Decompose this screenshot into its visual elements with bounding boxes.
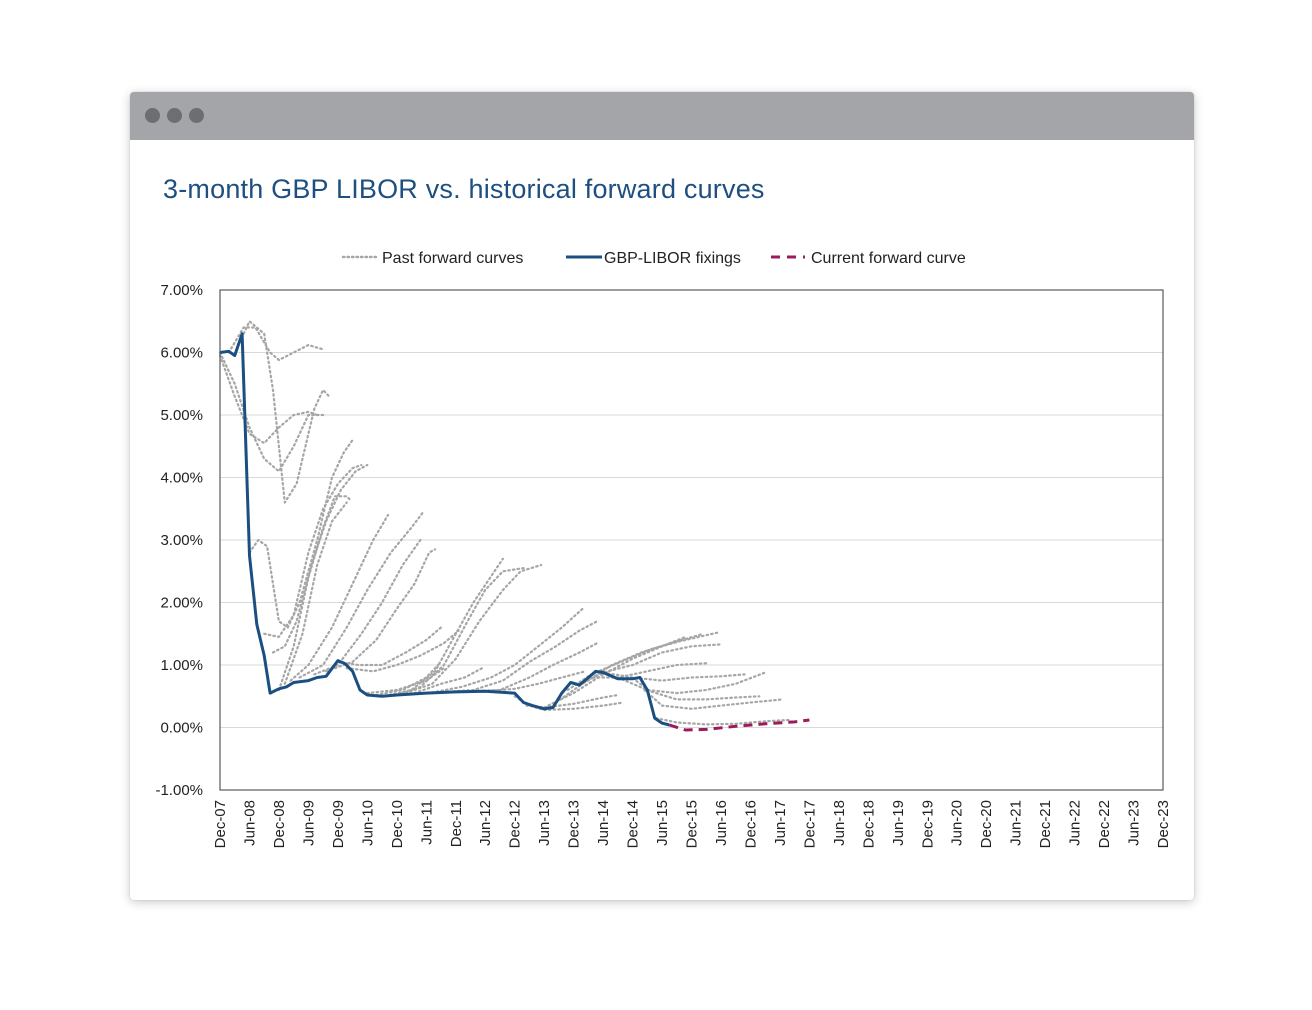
x-tick-label: Dec-15	[684, 800, 701, 848]
x-tick-label: Dec-20	[978, 800, 995, 848]
past-forward-curves	[218, 320, 790, 726]
x-tick-label: Jun-11	[418, 800, 435, 845]
y-tick-label: 0.00%	[160, 720, 203, 737]
past-forward-curve-line	[218, 351, 325, 473]
x-tick-label: Jun-23	[1126, 800, 1143, 846]
past-forward-curve-line	[298, 510, 425, 679]
chart-series	[219, 332, 810, 732]
past-forward-curve-line	[263, 463, 363, 639]
x-tick-label: Dec-08	[271, 800, 288, 848]
current-forward-curve-line	[668, 718, 810, 732]
x-tick-label: Dec-14	[625, 800, 642, 848]
x-tick-label: Jun-16	[713, 800, 730, 846]
legend-label-current-forward: Current forward curve	[811, 250, 966, 267]
past-forward-curve-line	[395, 566, 525, 697]
chart-legend: Past forward curves GBP-LIBOR fixings Curr…	[341, 250, 966, 267]
x-tick-label: Jun-13	[536, 800, 553, 846]
past-forward-curve-line	[431, 607, 584, 694]
x-tick-label: Jun-08	[242, 800, 259, 846]
x-tick-label: Jun-17	[772, 800, 789, 846]
past-forward-curve-line	[513, 695, 625, 712]
y-tick-label: 5.00%	[160, 407, 203, 424]
y-tick-label: 3.00%	[160, 532, 203, 549]
x-tick-label: Dec-23	[1155, 800, 1172, 848]
past-forward-curve-line	[383, 557, 504, 698]
x-tick-label: Dec-12	[507, 800, 524, 848]
y-tick-label: 4.00%	[160, 470, 203, 487]
past-forward-curve-line	[616, 671, 767, 695]
x-tick-label: Jun-21	[1008, 800, 1025, 846]
x-tick-label: Dec-07	[212, 800, 229, 848]
x-tick-label: Jun-22	[1067, 800, 1084, 846]
past-forward-curve-line	[336, 626, 443, 667]
past-forward-curve-line	[236, 320, 331, 504]
chart-title: 3-month GBP LIBOR vs. historical forward…	[163, 174, 765, 204]
past-forward-curve-line	[643, 688, 785, 710]
x-tick-label: Jun-14	[595, 800, 612, 846]
plot-area-border	[219, 289, 1164, 791]
past-forward-curve-line	[375, 660, 443, 697]
past-forward-curve-line	[227, 326, 325, 362]
x-tick-label: Dec-11	[448, 800, 465, 847]
y-tick-label: 2.00%	[160, 595, 203, 612]
x-tick-label: Dec-21	[1037, 800, 1054, 848]
x-tick-label: Jun-10	[359, 800, 376, 846]
chart-gridlines	[220, 352, 1163, 728]
past-forward-curve-line	[218, 354, 319, 445]
y-tick-label: 6.00%	[160, 345, 203, 362]
legend-label-past-forward: Past forward curves	[382, 250, 523, 267]
x-tick-label: Dec-22	[1096, 800, 1113, 848]
past-forward-curve-line	[654, 716, 790, 726]
x-tick-label: Dec-17	[801, 800, 818, 848]
x-tick-label: Jun-15	[654, 800, 671, 846]
y-axis-ticks: -1.00% 0.00% 1.00% 2.00% 3.00% 4.00% 5.00% 6.00…	[155, 282, 203, 799]
past-forward-curve-line	[325, 548, 437, 673]
window-close-dot[interactable]	[145, 108, 160, 123]
past-forward-curve-line	[413, 666, 484, 695]
legend-label-fixings: GBP-LIBOR fixings	[604, 250, 741, 267]
past-forward-curve-line	[289, 513, 390, 682]
past-forward-curve-line	[283, 501, 348, 685]
past-forward-curve-line	[404, 563, 543, 695]
y-tick-label: 1.00%	[160, 657, 203, 674]
x-tick-label: Dec-16	[742, 800, 759, 848]
window-minimize-dot[interactable]	[167, 108, 182, 123]
past-forward-curve-line	[578, 643, 723, 687]
gbp-libor-fixings-line	[219, 332, 670, 727]
past-forward-curve-line	[601, 671, 746, 682]
x-tick-label: Dec-18	[860, 800, 877, 848]
x-tick-label: Dec-19	[919, 800, 936, 848]
past-forward-curve-line	[442, 620, 599, 694]
x-tick-label: Jun-19	[890, 800, 907, 846]
x-tick-label: Jun-09	[300, 800, 317, 846]
x-tick-label: Jun-18	[831, 800, 848, 846]
x-axis-ticks: Dec-07 Jun-08 Dec-08 Jun-09 Dec-09 Jun-10 Dec-…	[212, 800, 1172, 848]
past-forward-curve-line	[484, 670, 587, 693]
x-tick-label: Dec-13	[566, 800, 583, 848]
y-tick-label: -1.00%	[155, 782, 203, 799]
y-tick-label: 7.00%	[160, 282, 203, 299]
past-forward-curve-line	[587, 661, 711, 679]
x-tick-label: Dec-10	[389, 800, 406, 848]
past-forward-curve-line	[277, 495, 351, 692]
x-tick-label: Dec-09	[330, 800, 347, 848]
x-tick-label: Jun-12	[477, 800, 494, 846]
x-tick-label: Jun-20	[949, 800, 966, 846]
window-titlebar	[130, 92, 1194, 140]
browser-window: 3-month GBP LIBOR vs. historical forward…	[130, 92, 1194, 900]
window-maximize-dot[interactable]	[189, 108, 204, 123]
